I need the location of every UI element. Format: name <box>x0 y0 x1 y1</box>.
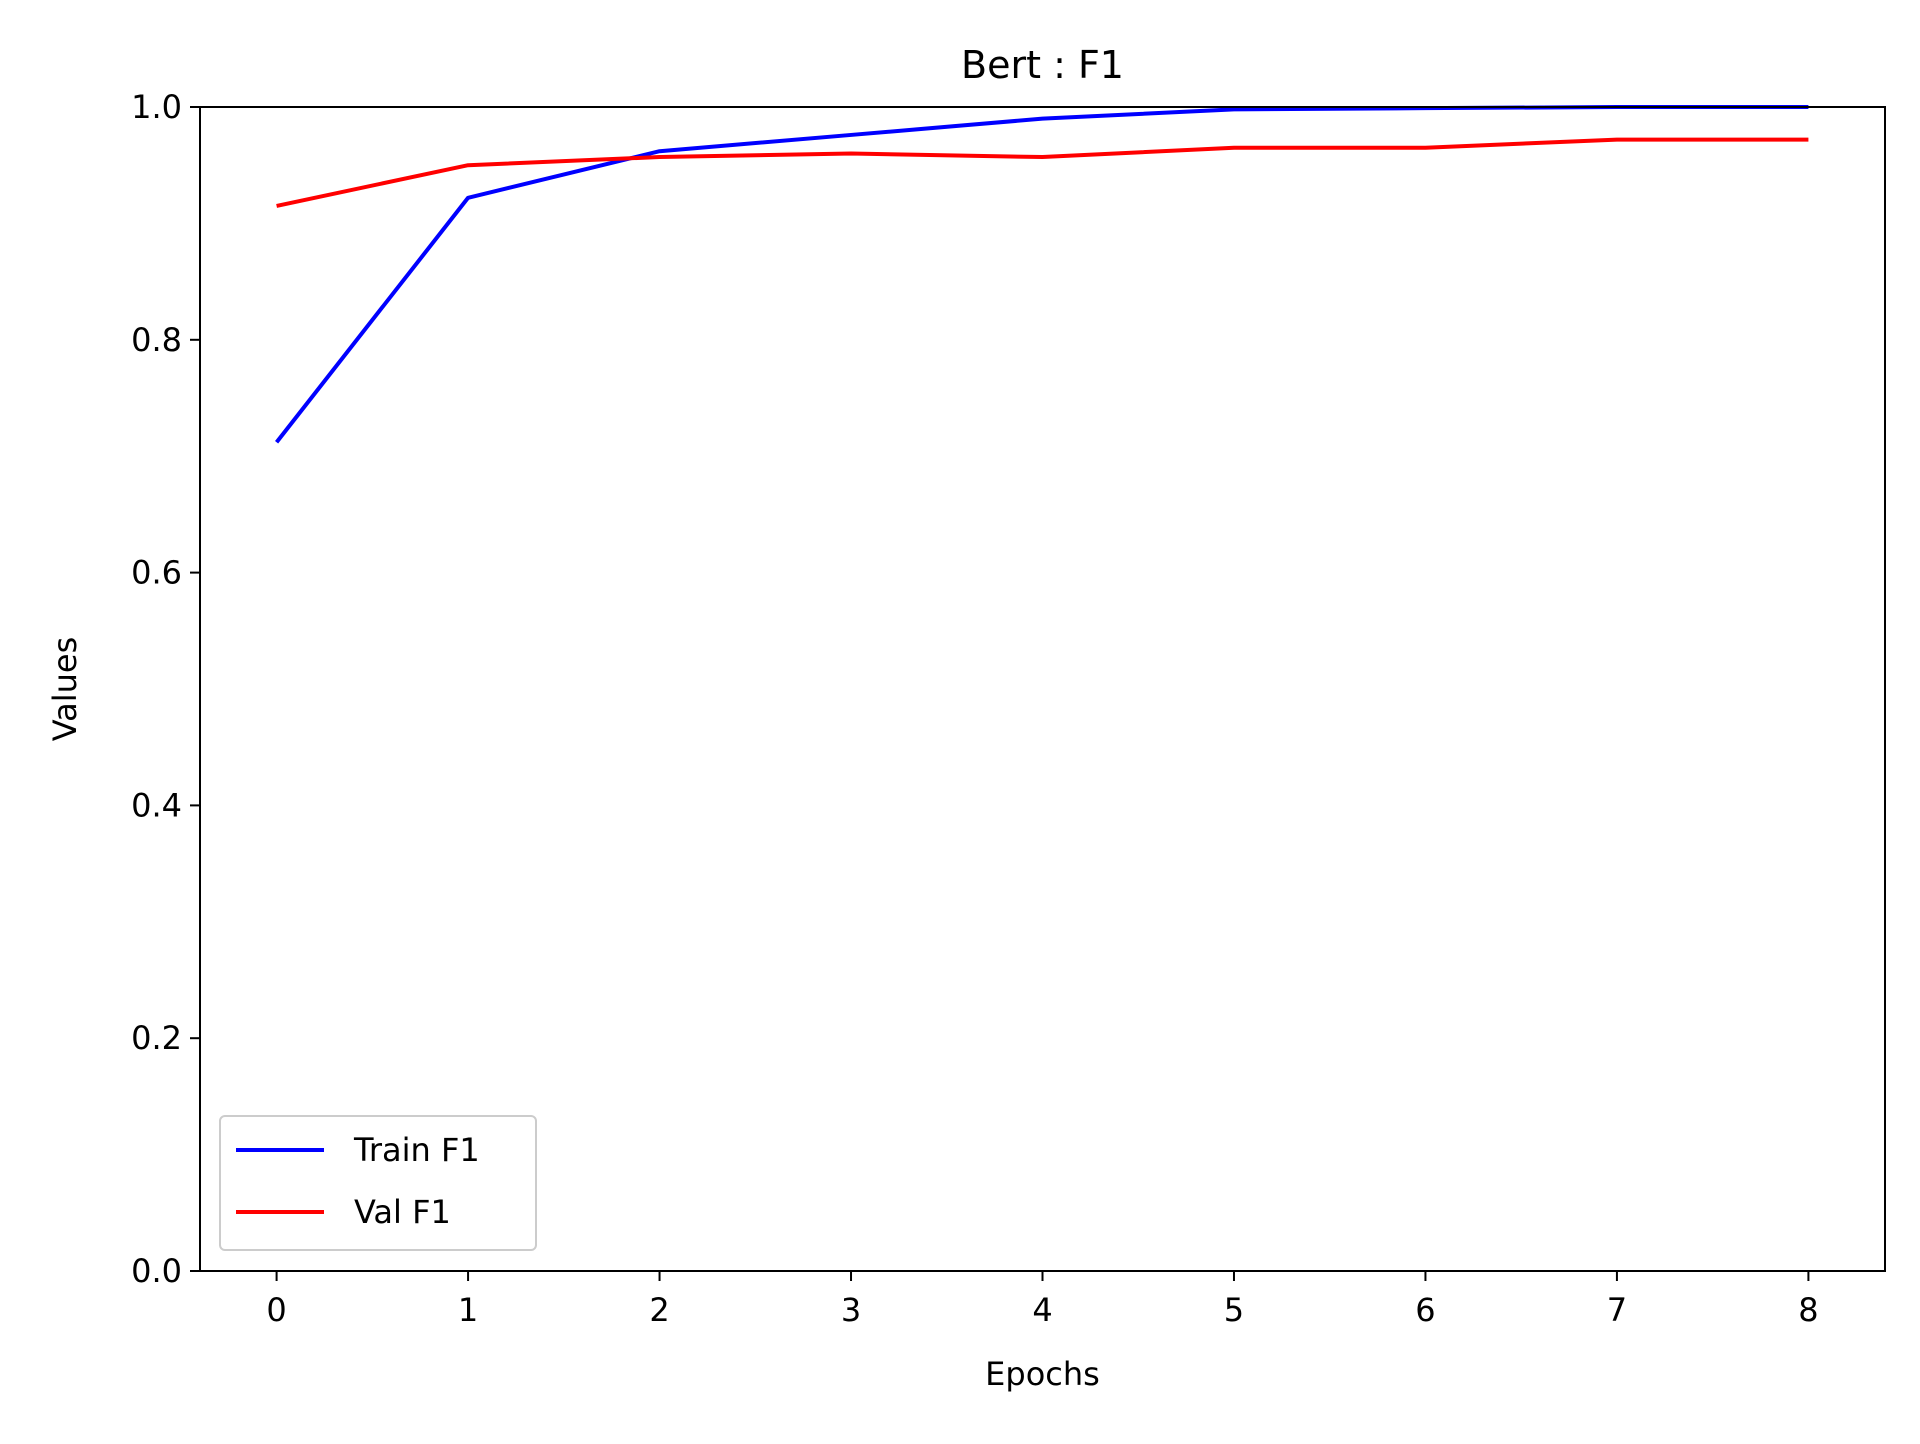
x-tick-label: 2 <box>649 1291 669 1329</box>
y-tick-label: 0.0 <box>131 1252 182 1290</box>
x-tick-label: 3 <box>841 1291 861 1329</box>
legend: Train F1 Val F1 <box>219 1115 537 1251</box>
x-tick-label: 1 <box>458 1291 478 1329</box>
y-tick-label: 0.4 <box>131 786 182 824</box>
y-tick-label: 0.6 <box>131 554 182 592</box>
x-tick-label: 4 <box>1032 1291 1052 1329</box>
y-tick-label: 0.8 <box>131 321 182 359</box>
y-tick-label: 0.2 <box>131 1019 182 1057</box>
x-axis-label: Epochs <box>985 1355 1100 1393</box>
y-axis: 0.0 0.2 0.4 0.6 0.8 1.0 <box>131 88 200 1290</box>
chart-title: Bert : F1 <box>961 43 1124 87</box>
y-tick-label: 1.0 <box>131 88 182 126</box>
x-tick-label: 6 <box>1415 1291 1435 1329</box>
x-axis: 0 1 2 3 4 5 6 7 8 <box>266 1271 1819 1329</box>
y-axis-label: Values <box>46 637 84 742</box>
x-tick-label: 0 <box>266 1291 286 1329</box>
x-tick-label: 7 <box>1607 1291 1627 1329</box>
legend-label: Val F1 <box>354 1193 451 1231</box>
x-tick-label: 8 <box>1798 1291 1818 1329</box>
x-tick-label: 5 <box>1224 1291 1244 1329</box>
axes-frame <box>199 106 1886 1272</box>
plot-lines <box>275 105 1809 444</box>
series-line-val-f1 <box>276 137 1809 208</box>
legend-label: Train F1 <box>353 1131 480 1169</box>
